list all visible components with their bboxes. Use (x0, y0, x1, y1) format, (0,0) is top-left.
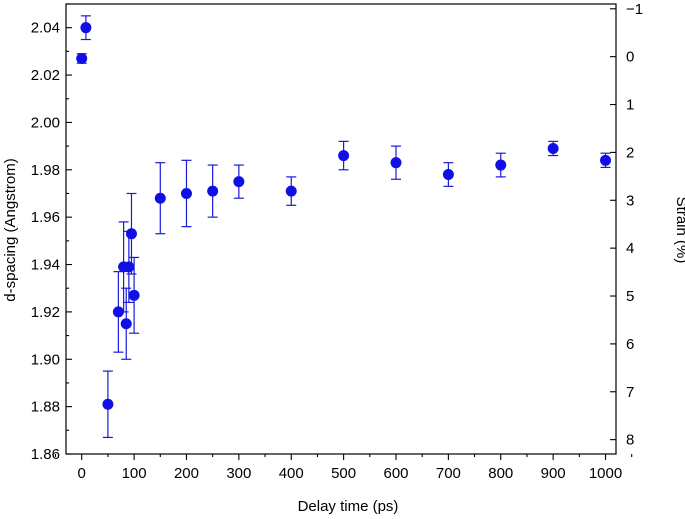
x-tick-label: 300 (226, 465, 251, 482)
x-tick-label: 700 (436, 465, 461, 482)
x-tick-label: 200 (174, 465, 199, 482)
data-point (123, 261, 135, 273)
data-point (495, 159, 507, 171)
x-tick-label: 500 (331, 465, 356, 482)
data-point (285, 185, 297, 197)
y-axis-ticks: 1.86 1.88 1.90 1.92 1.94 1.96 1.98 2.00 2.02 2.04 (31, 3, 72, 463)
y-tick-label: 2.02 (31, 67, 60, 84)
y2-tick-label: 3 (626, 192, 634, 209)
x-tick-label: 100 (122, 465, 147, 482)
y-axis-title: d-spacing (Angstrom) (2, 158, 19, 301)
y-tick-label: 1.98 (31, 162, 60, 179)
x-tick-label: 0 (78, 465, 86, 482)
y2-axis-ticks: −1 0 1 2 3 4 5 6 7 8 (610, 1, 643, 449)
y2-tick-label: 2 (626, 144, 634, 161)
data-point (112, 306, 124, 318)
y-tick-label: 1.90 (31, 351, 60, 368)
y2-tick-label: −1 (626, 1, 643, 18)
data-point (154, 192, 166, 204)
y2-tick-label: 4 (626, 240, 634, 257)
y-tick-label: 2.00 (31, 114, 60, 131)
y-tick-label: 1.94 (31, 257, 60, 274)
x-tick-label: 600 (383, 465, 408, 482)
data-point (80, 22, 92, 34)
data-point (180, 187, 192, 199)
x-tick-label: 400 (279, 465, 304, 482)
x-tick-label: 1000 (589, 465, 622, 482)
y2-tick-label: 1 (626, 97, 634, 114)
plot-frame (65, 3, 617, 455)
data-point (125, 228, 137, 240)
x-tick-label: 900 (541, 465, 566, 482)
y2-tick-label: 7 (626, 384, 634, 401)
y-tick-label: 1.86 (31, 446, 60, 463)
y-tick-label: 2.04 (31, 20, 60, 37)
y-tick-label: 1.88 (31, 399, 60, 416)
data-point (128, 289, 140, 301)
y2-tick-label: 5 (626, 288, 634, 305)
chart-axes (65, 3, 617, 455)
x-axis-ticks: 0 100 200 300 400 500 600 700 800 900 1000 (54, 454, 633, 482)
x-axis-title: Delay time (ps) (298, 498, 399, 515)
y-tick-label: 1.92 (31, 304, 60, 321)
x-tick-label: 800 (488, 465, 513, 482)
data-point (233, 176, 245, 188)
data-point (120, 318, 132, 330)
data-point (207, 185, 219, 197)
data-point (338, 150, 350, 162)
data-point (390, 157, 402, 169)
data-point (442, 169, 454, 181)
data-marks (76, 15, 612, 439)
data-point (600, 154, 612, 166)
y2-axis-title: Strain (%) (673, 197, 685, 264)
y2-tick-label: 0 (626, 49, 634, 66)
y2-tick-label: 6 (626, 336, 634, 353)
data-point (76, 52, 88, 64)
y2-tick-label: 8 (626, 432, 634, 449)
data-point (102, 398, 114, 410)
data-point (547, 142, 559, 154)
y-tick-label: 1.96 (31, 209, 60, 226)
